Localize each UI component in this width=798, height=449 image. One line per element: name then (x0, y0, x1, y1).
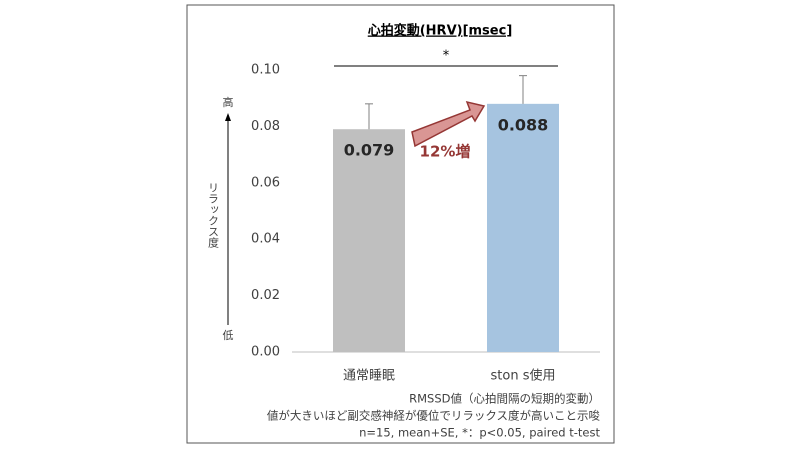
y-tick-label: 0.08 (251, 119, 280, 134)
y-tick-label: 0.06 (251, 175, 280, 190)
note: n=15, mean+SE, *：p<0.05, paired t-test (359, 426, 600, 440)
y-tick-label: 0.04 (251, 232, 280, 247)
value-label: 0.088 (498, 115, 549, 134)
increase-arrow (411, 100, 486, 148)
y-axis-label: リラックス度 (207, 182, 220, 249)
bar (333, 129, 405, 352)
axis-high: 高 (223, 95, 234, 109)
y-tick-label: 0.02 (251, 288, 280, 303)
x-tick-label: 通常睡眠 (343, 369, 395, 384)
bar (487, 103, 559, 352)
axis-low: 低 (223, 329, 234, 342)
note: RMSSD値（心拍間隔の短期的変動） (409, 392, 600, 406)
increase-label: 12%増 (420, 143, 471, 161)
chart-title: 心拍変動(HRV)[msec] (368, 23, 513, 39)
note: 値が大きいほど副交感神経が優位でリラックス度が高いこと示唆 (267, 409, 601, 423)
x-tick-label: ston s使用 (491, 368, 556, 384)
significance-label: * (443, 49, 450, 64)
axis-arrow-head (225, 113, 231, 121)
y-tick-label: 0.10 (251, 63, 280, 78)
y-tick-label: 0.00 (251, 345, 280, 360)
value-label: 0.079 (344, 141, 395, 160)
